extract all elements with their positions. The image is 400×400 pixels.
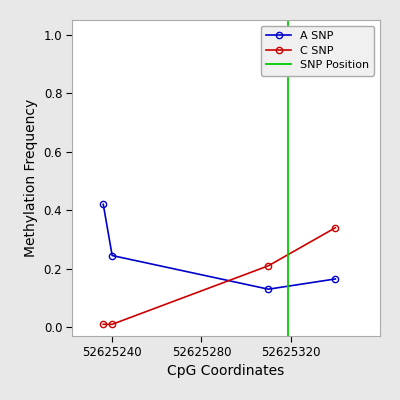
A SNP [266, 287, 271, 292]
Legend: A SNP, C SNP, SNP Position: A SNP, C SNP, SNP Position [261, 26, 374, 76]
A SNP [110, 253, 114, 258]
C SNP [266, 263, 271, 268]
Line: C SNP: C SNP [100, 225, 338, 328]
A SNP [333, 276, 338, 281]
C SNP [110, 322, 114, 327]
X-axis label: CpG Coordinates: CpG Coordinates [167, 364, 285, 378]
C SNP [333, 225, 338, 230]
Line: A SNP: A SNP [100, 201, 338, 292]
C SNP [101, 322, 106, 327]
Y-axis label: Methylation Frequency: Methylation Frequency [24, 99, 38, 257]
A SNP [101, 202, 106, 207]
